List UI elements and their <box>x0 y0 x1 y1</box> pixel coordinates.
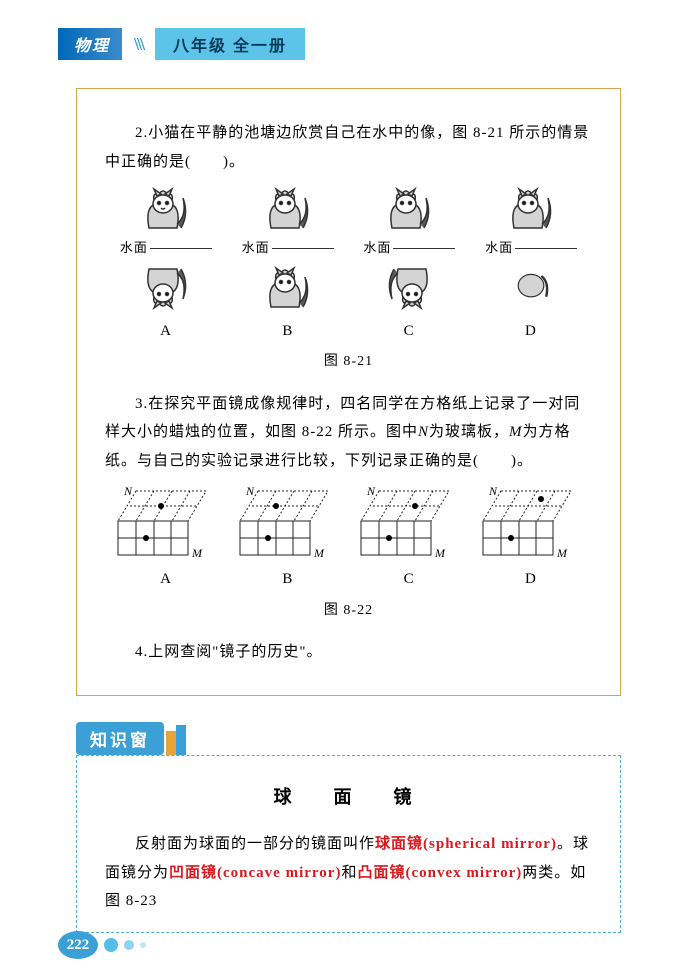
water-label: 水面 <box>363 236 391 261</box>
dot-icon <box>104 938 118 952</box>
option-label: C <box>404 565 415 594</box>
svg-text:N: N <box>245 484 255 498</box>
figure-8-21: 水面 水面 水面 水面 <box>105 184 592 313</box>
q3-option-c-figure: N M <box>353 483 465 561</box>
cat-reflection-icon <box>261 263 315 313</box>
knowledge-window-box: 球 面 镜 反射面为球面的一部分的镜面叫作球面镜(spherical mirro… <box>76 755 621 933</box>
svg-text:M: M <box>434 546 446 560</box>
svg-text:M: M <box>313 546 325 560</box>
svg-text:M: M <box>556 546 568 560</box>
q2-option-labels: A B C D <box>105 317 592 346</box>
water-label: 水面 <box>242 236 270 261</box>
slash-divider: \\\ <box>134 34 143 55</box>
svg-text:N: N <box>123 484 133 498</box>
grid-diagram-icon: N M <box>238 483 338 561</box>
knowledge-window-header: 知识窗 <box>76 722 685 755</box>
knowledge-title: 球 面 镜 <box>105 780 592 814</box>
knowledge-body: 反射面为球面的一部分的镜面叫作球面镜(spherical mirror)。球面镜… <box>105 830 592 916</box>
cat-reflection-icon <box>510 268 553 308</box>
q3-option-a-figure: N M <box>110 483 222 561</box>
page-number: 222 <box>58 931 98 959</box>
q2-option-a-figure: 水面 <box>112 184 220 313</box>
grade-tag: 八年级 全一册 <box>155 28 305 60</box>
water-label: 水面 <box>485 236 513 261</box>
cat-icon <box>139 184 193 234</box>
question-3-text: 3.在探究平面镜成像规律时，四名同学在方格纸上记录了一对同样大小的蜡烛的位置，如… <box>105 390 592 476</box>
knowledge-tag: 知识窗 <box>76 722 164 755</box>
option-label: A <box>160 317 172 346</box>
question-4-text: 4.上网查阅"镜子的历史"。 <box>105 638 592 667</box>
building-icon <box>164 725 188 755</box>
water-label: 水面 <box>120 236 148 261</box>
cat-reflection-icon <box>139 263 193 313</box>
q2-option-c-figure: 水面 <box>355 184 463 313</box>
content-box: 2.小猫在平静的池塘边欣赏自己在水中的像，图 8-21 所示的情景中正确的是( … <box>76 88 621 696</box>
q3-option-labels: A B C D <box>105 565 592 594</box>
option-label: B <box>282 565 293 594</box>
cat-reflection-icon <box>382 263 436 313</box>
option-label: B <box>282 317 293 346</box>
cat-icon <box>382 184 436 234</box>
dot-icon <box>124 940 134 950</box>
q3-option-b-figure: N M <box>232 483 344 561</box>
question-2-text: 2.小猫在平静的池塘边欣赏自己在水中的像，图 8-21 所示的情景中正确的是( … <box>105 119 592 176</box>
page-footer: 222 <box>58 931 146 959</box>
q2-option-b-figure: 水面 <box>234 184 342 313</box>
page-header: 物理 \\\ 八年级 全一册 <box>0 0 685 70</box>
option-label: D <box>525 317 537 346</box>
subject-tag: 物理 <box>58 28 122 60</box>
svg-text:M: M <box>191 546 203 560</box>
grid-diagram-icon: N M <box>359 483 459 561</box>
svg-text:N: N <box>488 484 498 498</box>
cat-icon <box>261 184 315 234</box>
q3-option-d-figure: N M <box>475 483 587 561</box>
option-label: D <box>525 565 537 594</box>
figure-8-22-caption: 图 8-22 <box>105 598 592 625</box>
option-label: A <box>160 565 172 594</box>
q2-option-d-figure: 水面 <box>477 184 585 313</box>
figure-8-22: N M N <box>105 483 592 561</box>
grid-diagram-icon: N M <box>116 483 216 561</box>
svg-text:N: N <box>366 484 376 498</box>
cat-icon <box>504 184 558 234</box>
figure-8-21-caption: 图 8-21 <box>105 349 592 376</box>
grid-diagram-icon: N M <box>481 483 581 561</box>
option-label: C <box>404 317 415 346</box>
dot-icon <box>140 942 146 948</box>
